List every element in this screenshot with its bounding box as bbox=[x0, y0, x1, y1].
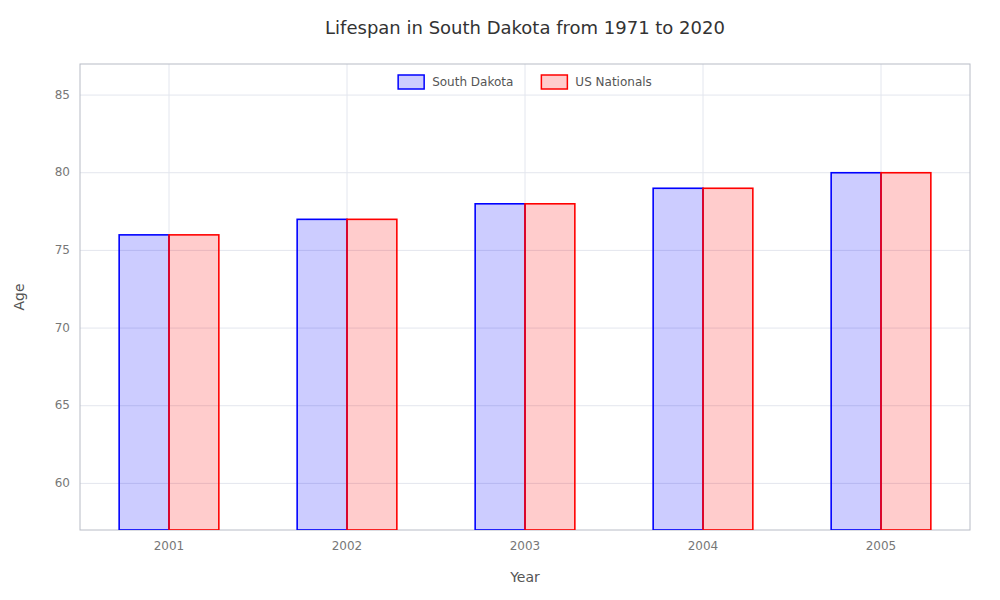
x-axis-label: Year bbox=[509, 569, 540, 585]
y-tick-label: 80 bbox=[55, 165, 70, 179]
legend-swatch bbox=[398, 75, 424, 89]
chart-svg: 60 65 70 75 80 85 2001 2002 2003 2004 2005 Year Age L… bbox=[0, 0, 1000, 600]
legend: South Dakota US Nationals bbox=[398, 75, 652, 90]
y-tick-label: 70 bbox=[55, 321, 70, 335]
axes: 60 65 70 75 80 85 2001 2002 2003 2004 2005 bbox=[55, 88, 897, 553]
y-tick-label: 65 bbox=[55, 398, 70, 412]
title: Lifespan in South Dakota from 1971 to 20… bbox=[325, 17, 725, 38]
y-tick-label: 60 bbox=[55, 476, 70, 490]
bar bbox=[119, 235, 169, 530]
bar bbox=[347, 219, 397, 530]
bar bbox=[831, 173, 881, 530]
x-tick-label: 2005 bbox=[866, 539, 897, 553]
bar bbox=[525, 204, 575, 530]
x-tick-label: 2002 bbox=[332, 539, 363, 553]
y-axis-label: Age bbox=[11, 283, 27, 310]
grid bbox=[80, 64, 970, 530]
bar bbox=[703, 188, 753, 530]
x-tick-label: 2001 bbox=[154, 539, 185, 553]
y-tick-label: 85 bbox=[55, 88, 70, 102]
legend-label: US Nationals bbox=[575, 75, 651, 89]
x-tick-label: 2003 bbox=[510, 539, 541, 553]
bars bbox=[119, 173, 931, 530]
bar bbox=[475, 204, 525, 530]
bar bbox=[297, 219, 347, 530]
bar bbox=[881, 173, 931, 530]
plot-frame bbox=[80, 64, 970, 530]
bar bbox=[653, 188, 703, 530]
bar bbox=[169, 235, 219, 530]
legend-swatch bbox=[541, 75, 567, 89]
y-tick-label: 75 bbox=[55, 243, 70, 257]
chart-container: 60 65 70 75 80 85 2001 2002 2003 2004 2005 Year Age L… bbox=[0, 0, 1000, 600]
legend-label: South Dakota bbox=[432, 75, 513, 89]
x-tick-label: 2004 bbox=[688, 539, 719, 553]
